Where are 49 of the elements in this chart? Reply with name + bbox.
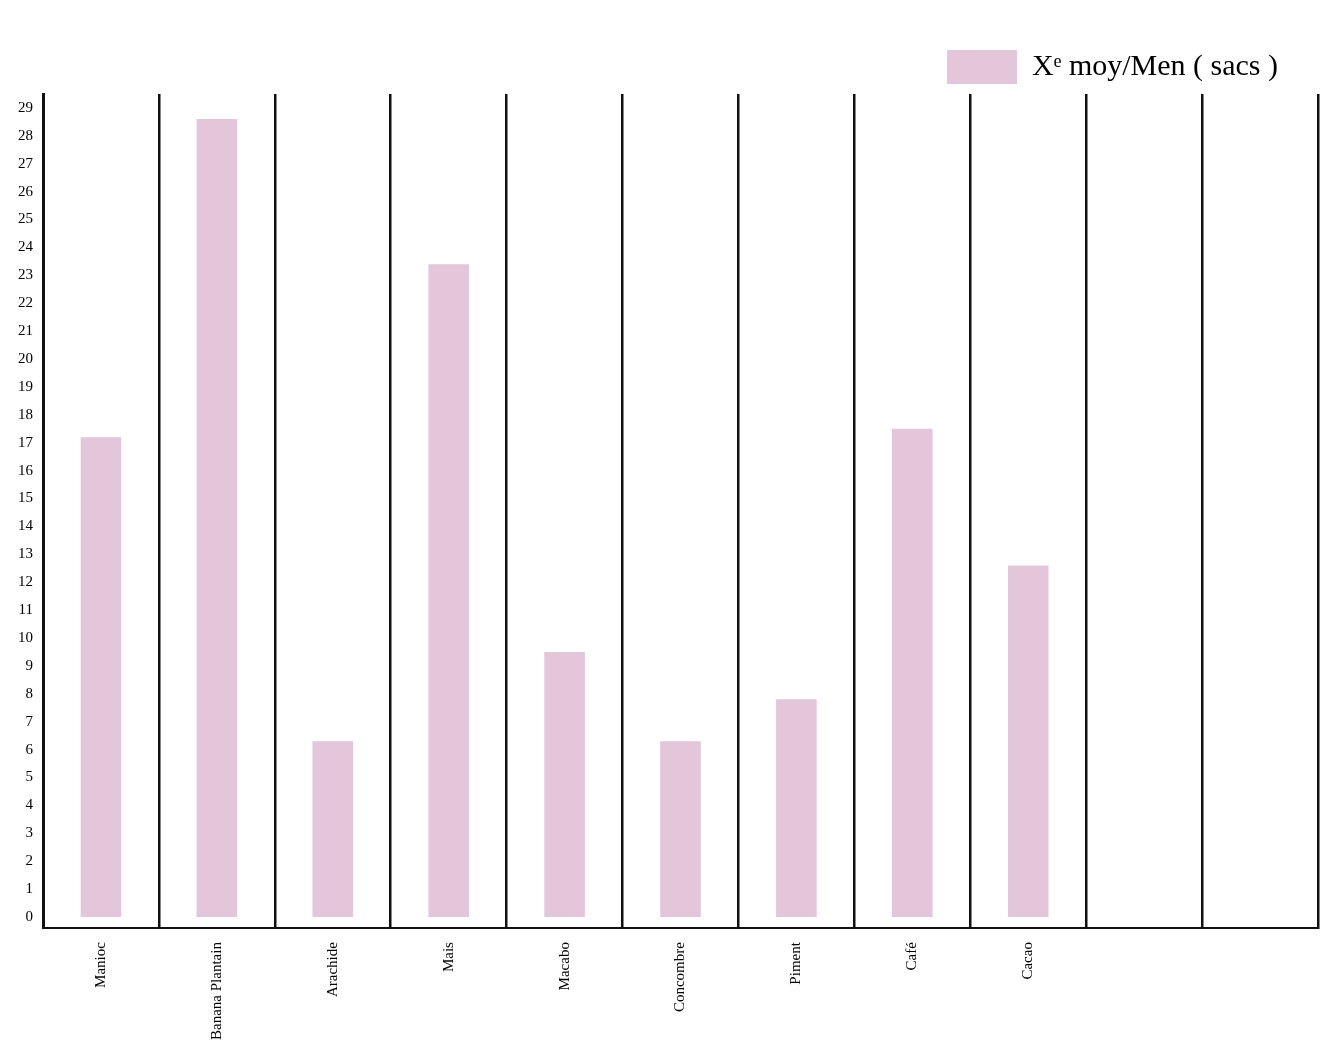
y-tick-label: 21 xyxy=(18,322,33,339)
x-tick-label: Macabo xyxy=(555,942,572,991)
bar xyxy=(892,428,933,917)
y-tick-label: 17 xyxy=(18,433,34,450)
bar xyxy=(428,264,469,917)
bar xyxy=(80,437,122,917)
y-tick-label: 19 xyxy=(18,377,33,394)
bar xyxy=(196,119,238,917)
x-tick-label: Café xyxy=(903,941,920,971)
y-tick-label: 6 xyxy=(25,740,34,757)
x-tick-label: Piment xyxy=(787,941,804,985)
y-tick-label: 27 xyxy=(18,154,34,171)
y-tick-label: 11 xyxy=(18,601,33,618)
y-tick-label: 12 xyxy=(18,573,33,590)
y-tick-label: 29 xyxy=(18,98,33,115)
y-tick-label: 3 xyxy=(25,824,33,841)
y-tick-label: 9 xyxy=(25,656,33,673)
y-tick-label: 2 xyxy=(25,852,33,869)
y-tick-label: 7 xyxy=(25,712,34,729)
x-tick-label: Banana Plantain xyxy=(207,941,224,1040)
x-tick-label: Manioc xyxy=(91,941,108,988)
y-tick-label: 14 xyxy=(18,517,34,534)
x-tick-label: Arachide xyxy=(323,941,340,998)
y-tick-label: 23 xyxy=(18,266,33,283)
y-tick-label: 1 xyxy=(25,879,33,896)
y-tick-label: 28 xyxy=(18,126,33,143)
x-tick-label: Mais xyxy=(439,941,456,973)
y-tick-label: 26 xyxy=(18,182,34,199)
bar xyxy=(660,741,701,917)
y-tick-label: 25 xyxy=(18,210,33,227)
bar xyxy=(776,699,817,917)
y-tick-label: 5 xyxy=(25,768,33,785)
y-tick-label: 10 xyxy=(18,628,33,645)
y-tick-label: 0 xyxy=(25,907,33,924)
y-tick-label: 8 xyxy=(25,684,33,701)
x-tick-label: Cacao xyxy=(1019,942,1036,980)
y-tick-label: 13 xyxy=(18,545,33,562)
y-tick-label: 20 xyxy=(18,349,33,366)
bar xyxy=(1007,565,1049,917)
bar xyxy=(544,651,585,917)
y-tick-label: 16 xyxy=(18,461,34,478)
bar xyxy=(312,741,354,917)
y-tick-label: 18 xyxy=(18,405,33,422)
y-tick-label: 24 xyxy=(18,238,34,255)
x-tick-label: Concombre xyxy=(671,941,688,1013)
legend-label: Xᵉ moy/Men ( sacs ) xyxy=(1032,47,1279,82)
y-tick-label: 22 xyxy=(18,294,33,311)
y-tick-label: 4 xyxy=(25,796,34,813)
y-tick-label: 15 xyxy=(18,489,33,506)
